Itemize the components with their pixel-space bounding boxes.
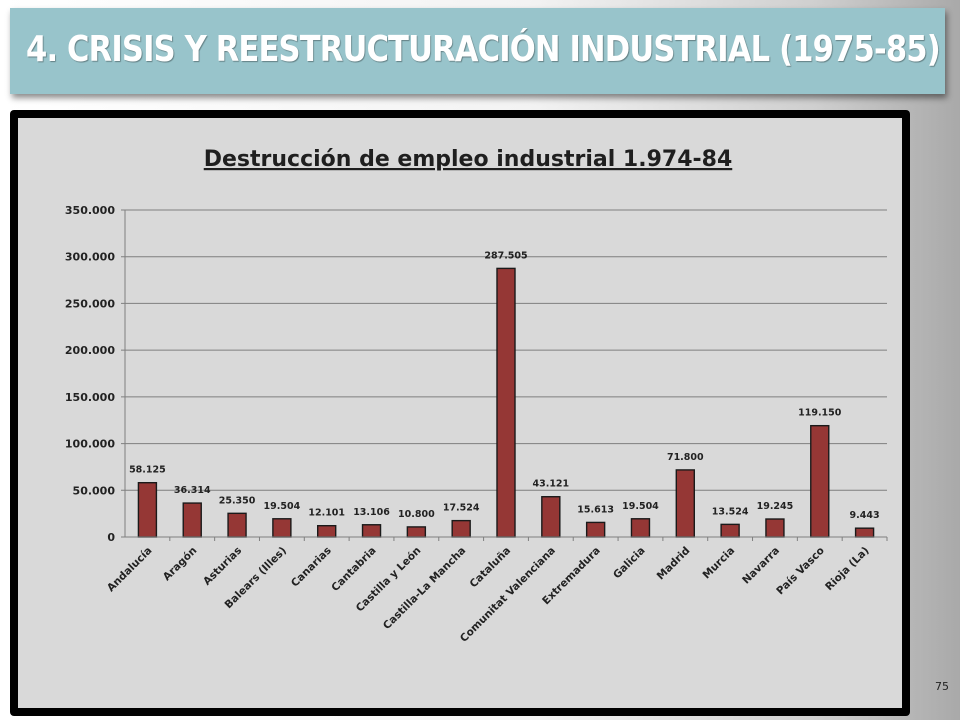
- slide-title: 4. CRISIS Y REESTRUCTURACIÓN INDUSTRIAL …: [26, 29, 941, 70]
- x-tick-label: Castilla-La Mancha: [381, 545, 468, 632]
- data-label: 19.504: [622, 501, 659, 512]
- bar: [182, 502, 202, 538]
- data-label: 119.150: [798, 408, 842, 419]
- bar: [317, 524, 337, 538]
- x-tick-label: Madrid: [655, 545, 693, 583]
- bars: [137, 267, 875, 538]
- bar: [272, 518, 292, 538]
- bar: [406, 526, 427, 538]
- data-label: 71.800: [667, 452, 704, 463]
- y-tick-label: 100.000: [65, 438, 115, 451]
- bar: [854, 527, 875, 538]
- bar: [585, 521, 606, 538]
- x-tick-label: Galicia: [611, 545, 648, 582]
- data-label: 43.121: [532, 479, 569, 490]
- x-tick-label: Andalucía: [105, 545, 155, 595]
- data-label: 10.800: [398, 509, 435, 520]
- y-tick-label: 0: [107, 531, 115, 544]
- data-label: 36.314: [174, 485, 211, 496]
- x-tick-label: Cantabria: [329, 545, 378, 594]
- data-label: 19.245: [757, 501, 794, 512]
- y-tick-label: 300.000: [65, 251, 115, 264]
- bar: [361, 524, 382, 538]
- y-tick-label: 150.000: [65, 391, 115, 404]
- bar-chart: Destrucción de empleo industrial 1.974-8…: [65, 147, 888, 645]
- data-label: 15.613: [577, 504, 614, 515]
- x-tick-label: Murcia: [700, 545, 737, 582]
- page-number: 75: [935, 680, 949, 693]
- bar: [227, 512, 247, 538]
- data-label: 19.504: [264, 501, 301, 512]
- bar: [541, 496, 561, 538]
- bar: [630, 518, 651, 538]
- chart-panel: Destrucción de empleo industrial 1.974-8…: [18, 118, 902, 708]
- data-label: 12.101: [308, 508, 345, 519]
- data-label: 25.350: [219, 495, 256, 506]
- data-label: 9.443: [850, 510, 880, 521]
- x-tick-label: Navarra: [740, 545, 782, 587]
- bar: [765, 518, 785, 538]
- data-labels: 58.125 36.314 25.350 19.504 12.101 13.106 10.8…: [129, 250, 880, 521]
- chart-frame: Destrucción de empleo industrial 1.974-8…: [10, 110, 910, 716]
- bar: [137, 481, 158, 538]
- data-label: 287.505: [484, 250, 527, 261]
- y-tick-label: 350.000: [65, 204, 115, 217]
- x-tick-label: Canarias: [289, 545, 334, 590]
- bar: [675, 469, 695, 538]
- y-tick-label: 200.000: [65, 344, 115, 357]
- x-tick-label: Aragón: [161, 545, 200, 584]
- bar: [810, 424, 830, 538]
- y-tick-label: 250.000: [65, 297, 115, 310]
- x-tick-label: País Vasco: [774, 545, 827, 598]
- y-axis: 0 50.000 100.000 150.000 200.000 250.000 300.0…: [65, 204, 126, 544]
- data-label: 17.524: [443, 503, 480, 514]
- x-tick-label: Rioja (La): [823, 545, 872, 594]
- bar: [496, 267, 516, 538]
- chart-title: Destrucción de empleo industrial 1.974-8…: [204, 147, 733, 172]
- data-label: 13.106: [353, 507, 390, 518]
- y-tick-label: 50.000: [73, 484, 116, 497]
- bar: [720, 523, 740, 538]
- x-tick-label: Asturias: [201, 545, 244, 588]
- title-banner: 4. CRISIS Y REESTRUCTURACIÓN INDUSTRIAL …: [10, 8, 945, 94]
- bar: [451, 519, 471, 538]
- data-label: 13.524: [712, 506, 749, 517]
- data-label: 58.125: [129, 465, 166, 476]
- x-tick-label: Cataluña: [467, 545, 513, 591]
